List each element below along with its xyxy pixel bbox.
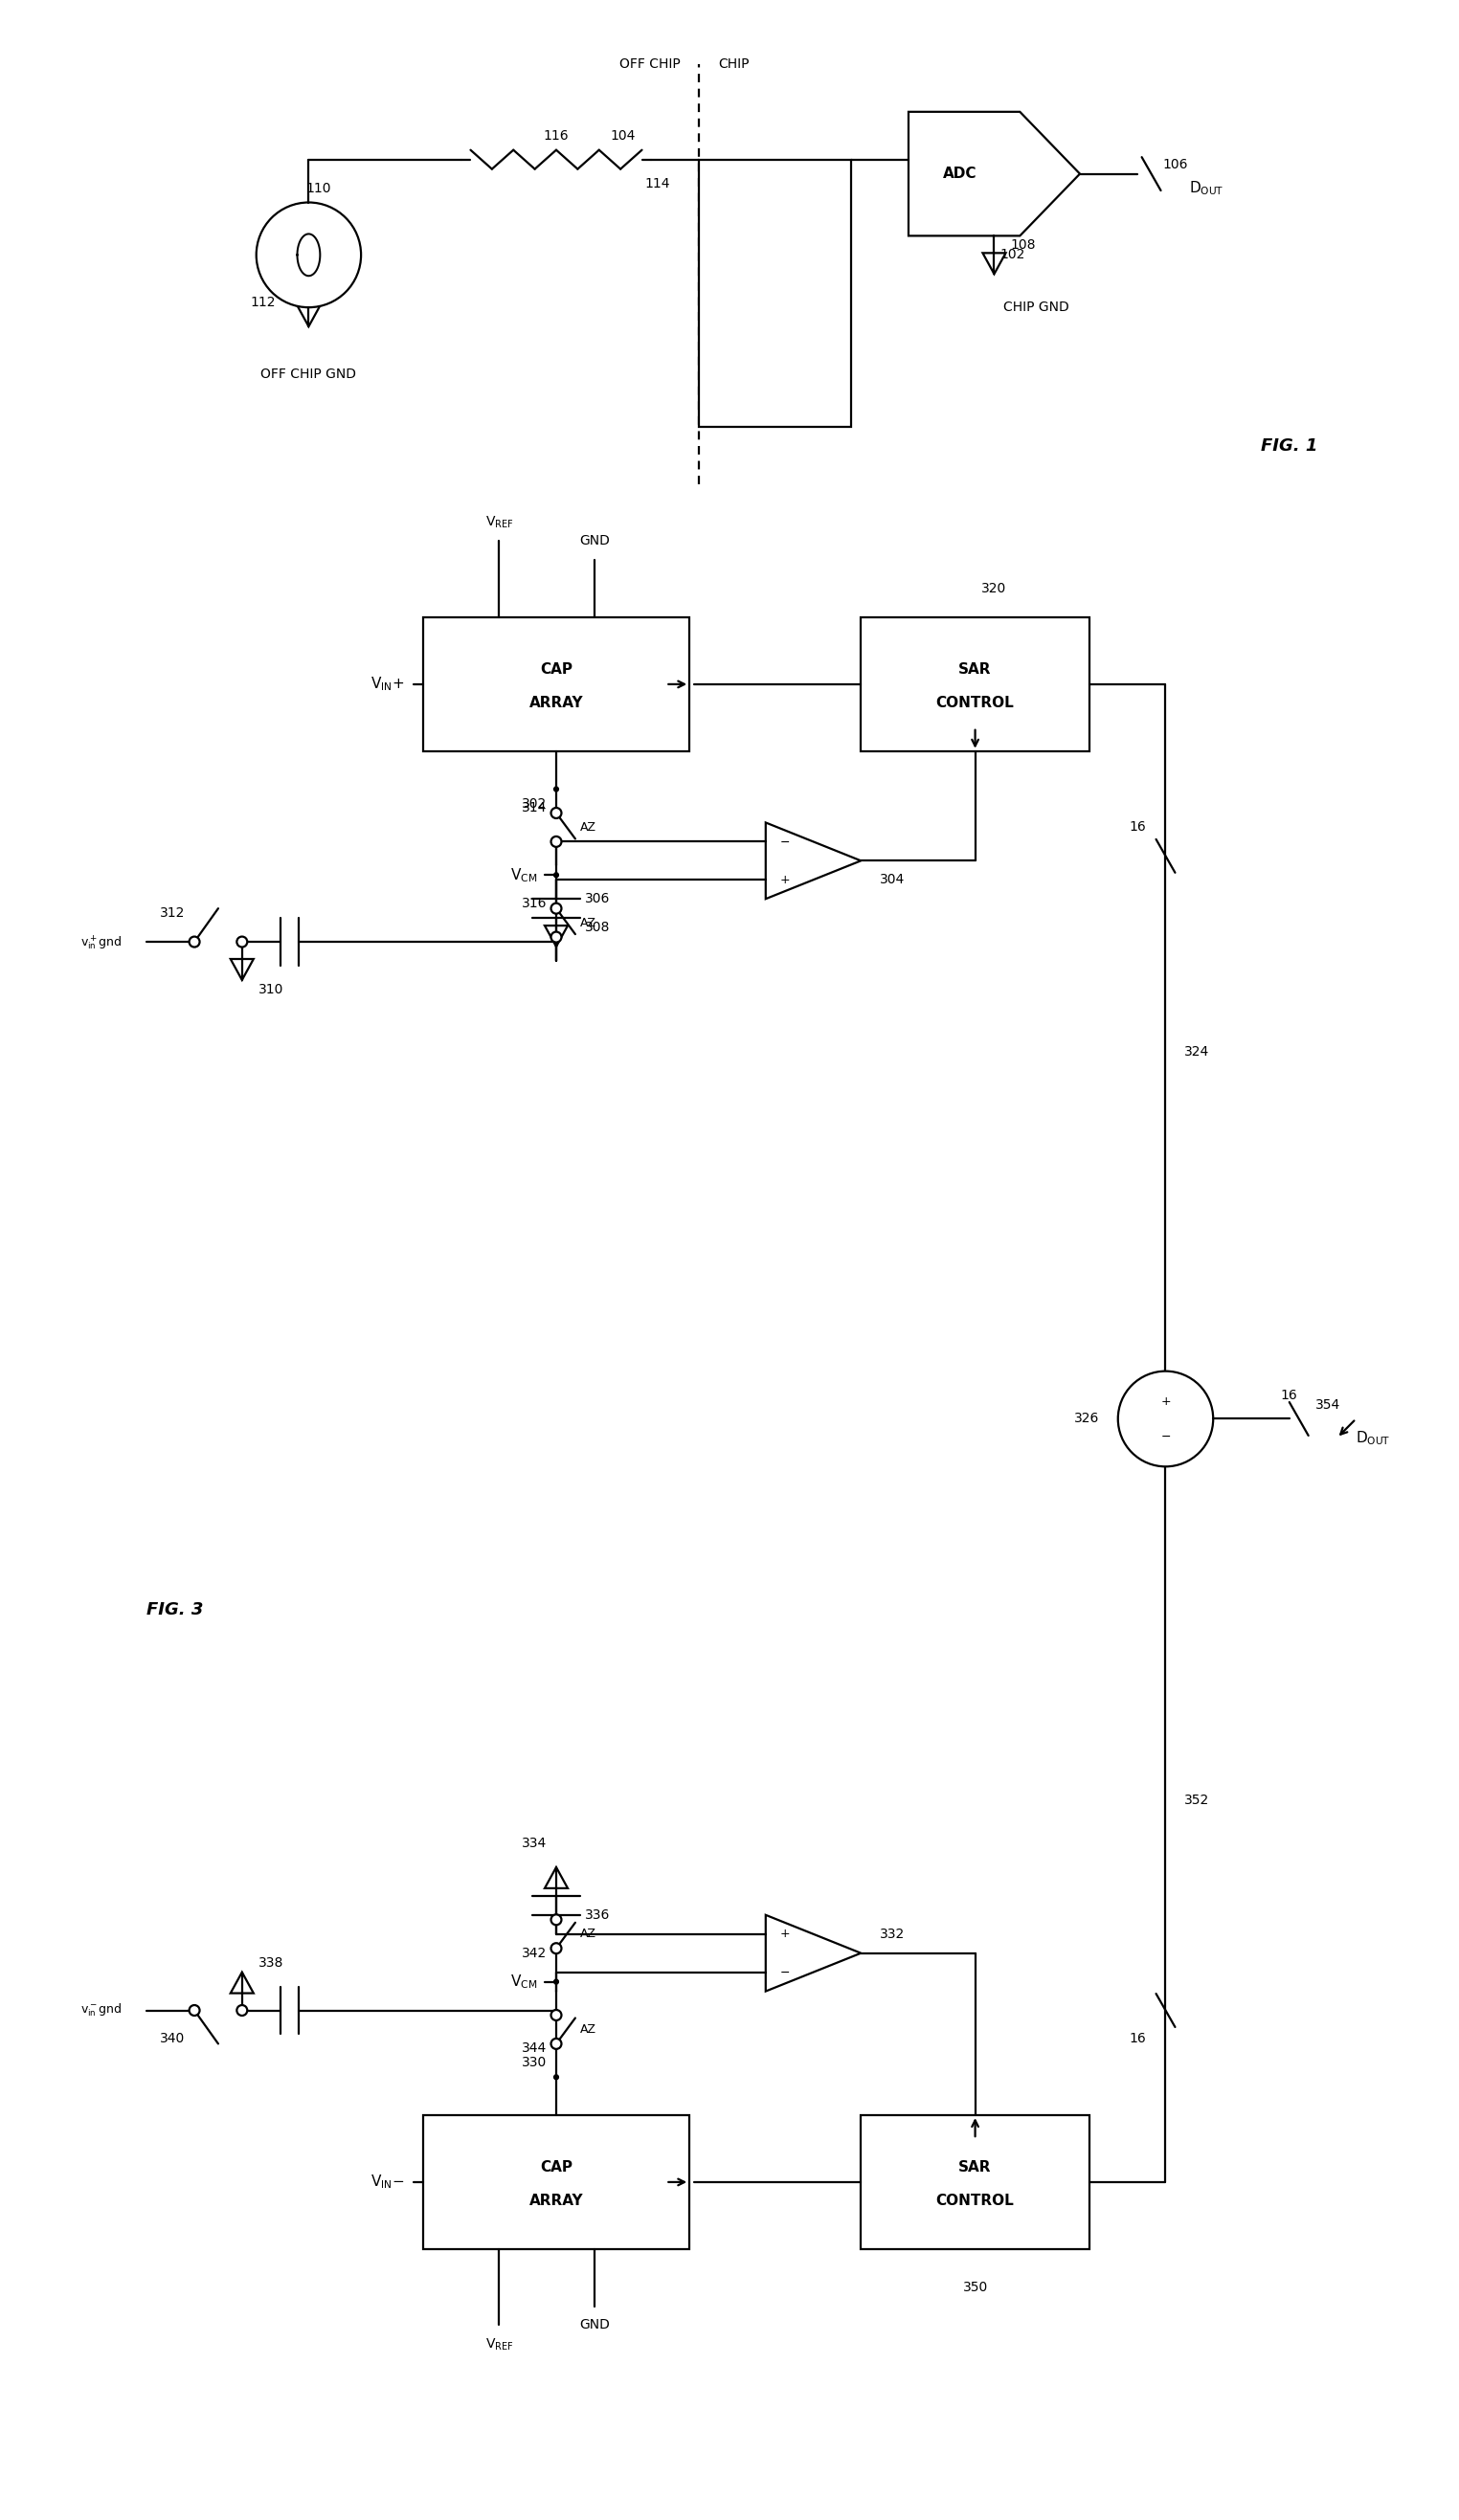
Circle shape [552, 1943, 562, 1953]
Text: 320: 320 [982, 582, 1007, 595]
Text: FIG. 1: FIG. 1 [1261, 436, 1317, 454]
Text: 342: 342 [521, 1945, 547, 1961]
Text: V$_\mathrm{IN}$+: V$_\mathrm{IN}$+ [371, 675, 404, 693]
Bar [423, 2114, 690, 2248]
Circle shape [190, 937, 200, 948]
Bar [861, 2114, 1090, 2248]
Text: CHIP GND: CHIP GND [1004, 300, 1069, 315]
Circle shape [554, 872, 559, 877]
Text: 16: 16 [1129, 2031, 1147, 2046]
Text: 338: 338 [258, 1956, 283, 1968]
Circle shape [552, 1915, 562, 1925]
Text: 354: 354 [1315, 1399, 1339, 1411]
Text: SAR: SAR [959, 663, 992, 678]
Text: 324: 324 [1185, 1046, 1210, 1058]
Text: 114: 114 [645, 176, 671, 189]
Circle shape [552, 837, 562, 847]
Text: 310: 310 [258, 983, 283, 995]
Text: 330: 330 [521, 2056, 547, 2069]
Text: v$_\mathrm{in}^-$gnd: v$_\mathrm{in}^-$gnd [80, 2001, 121, 2019]
Text: $+$: $+$ [779, 1928, 791, 1940]
Text: D$_\mathrm{OUT}$: D$_\mathrm{OUT}$ [1355, 1429, 1390, 1446]
Text: 352: 352 [1185, 1794, 1210, 1807]
Text: 106: 106 [1163, 159, 1188, 171]
Text: 314: 314 [521, 801, 547, 814]
Bar [861, 617, 1090, 751]
Text: 112: 112 [249, 295, 276, 310]
Text: V$_\mathrm{CM}$: V$_\mathrm{CM}$ [511, 1973, 537, 1991]
Circle shape [1118, 1371, 1214, 1467]
Text: 16: 16 [1281, 1389, 1299, 1401]
Text: $-$: $-$ [779, 837, 789, 847]
Circle shape [552, 2011, 562, 2021]
Text: CONTROL: CONTROL [937, 2195, 1014, 2208]
Circle shape [236, 937, 247, 948]
Circle shape [554, 786, 559, 791]
Text: v$_\mathrm{in}^+$gnd: v$_\mathrm{in}^+$gnd [80, 932, 121, 950]
Circle shape [554, 2074, 559, 2079]
Text: 316: 316 [521, 897, 547, 910]
Text: CAP: CAP [540, 663, 572, 678]
Text: 350: 350 [963, 2281, 988, 2293]
Text: 332: 332 [880, 1928, 905, 1940]
Bar [699, 159, 852, 426]
Text: 110: 110 [305, 181, 331, 194]
Text: CHIP: CHIP [718, 58, 748, 71]
Text: AZ: AZ [581, 2024, 597, 2036]
Circle shape [554, 1978, 559, 1983]
Text: SAR: SAR [959, 2160, 992, 2175]
Text: 302: 302 [521, 796, 547, 811]
Text: V$_\mathrm{IN}$−: V$_\mathrm{IN}$− [371, 2172, 404, 2190]
Circle shape [257, 202, 360, 307]
Text: 336: 336 [585, 1908, 610, 1923]
Text: $+$: $+$ [779, 874, 791, 887]
Text: 312: 312 [159, 907, 185, 920]
Text: 104: 104 [610, 129, 636, 141]
Text: V$_\mathrm{REF}$: V$_\mathrm{REF}$ [484, 514, 514, 529]
Text: OFF CHIP GND: OFF CHIP GND [261, 368, 356, 381]
Text: V$_\mathrm{CM}$: V$_\mathrm{CM}$ [511, 867, 537, 885]
Circle shape [552, 809, 562, 819]
Text: $-$: $-$ [1160, 1429, 1172, 1441]
Text: 308: 308 [585, 920, 610, 935]
Text: ADC: ADC [943, 166, 978, 181]
Text: AZ: AZ [581, 1928, 597, 1940]
Text: CAP: CAP [540, 2160, 572, 2175]
Text: 304: 304 [880, 872, 905, 887]
Text: 344: 344 [521, 2041, 547, 2056]
Text: V$_\mathrm{REF}$: V$_\mathrm{REF}$ [484, 2336, 514, 2351]
Text: 334: 334 [521, 1837, 547, 1850]
Text: ARRAY: ARRAY [530, 696, 584, 711]
Circle shape [552, 932, 562, 942]
Text: 16: 16 [1129, 822, 1147, 834]
Text: $+$: $+$ [1160, 1396, 1172, 1409]
Circle shape [190, 2006, 200, 2016]
Text: 102: 102 [999, 247, 1024, 262]
Text: $-$: $-$ [779, 1966, 789, 1978]
Text: ARRAY: ARRAY [530, 2195, 584, 2208]
Circle shape [236, 2006, 247, 2016]
Text: FIG. 3: FIG. 3 [147, 1600, 204, 1618]
Text: 116: 116 [543, 129, 569, 141]
Text: AZ: AZ [581, 917, 597, 930]
Text: 306: 306 [585, 892, 610, 905]
Text: GND: GND [579, 534, 610, 547]
Text: AZ: AZ [581, 822, 597, 834]
Text: CONTROL: CONTROL [937, 696, 1014, 711]
Text: 326: 326 [1074, 1411, 1099, 1426]
Circle shape [552, 2039, 562, 2049]
Text: 108: 108 [1010, 239, 1036, 252]
Text: 340: 340 [159, 2031, 185, 2046]
Bar [423, 617, 690, 751]
Text: GND: GND [579, 2318, 610, 2331]
Text: D$_\mathrm{OUT}$: D$_\mathrm{OUT}$ [1189, 179, 1224, 197]
Circle shape [552, 902, 562, 915]
Text: OFF CHIP: OFF CHIP [619, 58, 680, 71]
